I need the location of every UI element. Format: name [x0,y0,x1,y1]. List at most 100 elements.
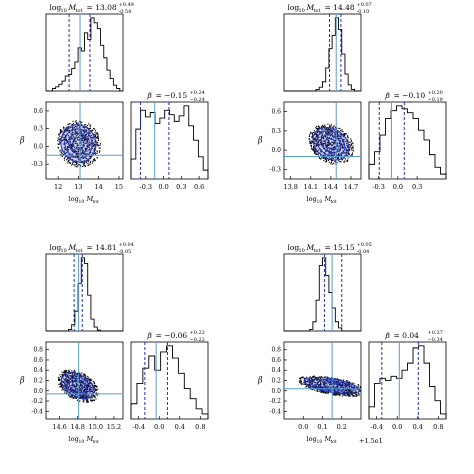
sample-point [322,382,324,384]
sample-point [324,125,326,127]
sample-point [92,152,94,154]
sample-point [315,144,317,146]
sample-point [63,134,65,136]
sample-point [70,396,72,398]
joint-frame [283,101,362,180]
sample-point [76,395,78,397]
sample-point [339,160,341,163]
sample-point [316,134,318,137]
sample-point [83,390,86,392]
sample-point [75,392,77,394]
sample-point [93,143,95,145]
sample-point [343,133,345,135]
sample-point [58,140,60,143]
sample-point [72,161,74,163]
sample-point [320,391,322,393]
sample-point [71,143,73,145]
sample-point [324,152,326,154]
sample-point [310,132,312,135]
sample-point [75,131,77,133]
mass-histogram-frame [283,253,362,332]
sample-point [335,382,337,385]
sample-point [97,135,99,138]
sample-point [319,377,322,380]
sample-point [73,385,76,387]
sample-point [85,401,88,403]
density-contour [320,134,342,154]
sample-point [77,149,79,151]
sample-point [335,391,337,393]
sample-point [309,139,311,141]
sample-point [92,395,94,397]
sample-point [93,385,95,387]
sample-point [83,165,85,167]
sample-point [66,141,68,143]
sample-point [323,140,325,142]
sample-point [364,392,365,393]
sample-point [68,130,70,132]
sample-point [338,128,340,130]
sample-point [71,376,73,378]
sample-point [320,391,322,393]
sample-point [320,382,322,384]
sample-point [71,389,73,391]
sample-point [65,369,67,371]
sample-point [92,129,94,131]
sample-point [95,385,97,387]
sample-point [79,377,81,379]
sample-point [72,135,74,137]
sample-point [88,377,90,379]
sample-point [312,131,314,133]
sample-point [304,380,306,382]
sample-point [362,391,363,392]
sample-point [331,158,333,160]
sample-point [317,382,319,384]
sample-point [317,153,319,155]
sample-point [343,138,345,141]
sample-point [334,390,336,392]
sample-point [348,387,350,389]
sample-point [58,134,61,136]
sample-point [315,384,317,386]
sample-point [331,132,333,134]
sample-point [92,399,94,401]
sample-point [343,379,345,381]
sample-point [336,386,339,388]
sample-point [317,377,319,380]
sample-point [344,158,347,160]
sample-point [333,125,335,127]
sample-point [309,383,311,385]
sample-point [59,386,61,388]
sample-point [87,388,89,390]
beta-histogram: β = 0.04 +0.37−0.34-0.4 0.0 0.4 0.8 [368,330,447,431]
sample-point [332,393,334,395]
sample-point [70,376,72,378]
sample-point [342,385,344,387]
x-axis-mass-subscript: tot [93,199,100,205]
sample-point [78,155,80,157]
sample-point [354,395,356,397]
sample-point [351,387,353,389]
sample-point [348,141,350,143]
sample-point [76,163,78,165]
sample-point [85,395,87,397]
sample-point [59,130,61,132]
y-tick-label: -0.4 [269,408,281,415]
x-axis-mass-symbol: M [324,195,332,203]
sample-point [365,389,366,390]
sample-point [88,131,90,133]
sample-point [88,149,90,151]
sample-point [335,394,337,396]
sample-point [60,384,62,386]
sample-point [99,147,101,149]
sample-point [299,377,301,379]
sample-point [80,131,82,133]
sample-point [324,128,326,130]
sample-point [64,131,66,133]
sample-point [323,391,326,393]
sample-point [326,148,328,150]
title-log-base-text: 10 [61,8,67,14]
sample-point [309,134,311,136]
sample-point [317,138,319,140]
sample-point [91,136,93,139]
